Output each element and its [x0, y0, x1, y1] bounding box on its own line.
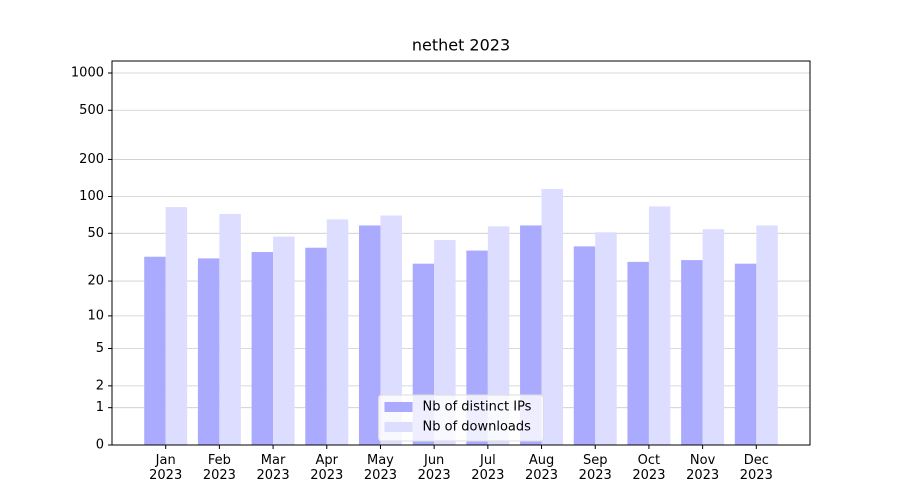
x-tick-label: Nov 2023 — [686, 453, 720, 483]
bar — [197, 258, 220, 445]
x-tick-label: Jul 2023 — [471, 453, 505, 483]
bar — [305, 247, 327, 445]
bar — [627, 261, 649, 445]
x-tick-label: Mar 2023 — [256, 453, 290, 483]
x-tick-label: Oct 2023 — [632, 453, 666, 483]
bar — [702, 229, 725, 445]
bar — [681, 260, 703, 445]
y-tick-label: 20 — [87, 274, 104, 289]
bar — [541, 189, 564, 445]
chart-title: nethet 2023 — [412, 36, 510, 55]
bar — [648, 206, 671, 445]
x-tick-label: Sep 2023 — [578, 453, 612, 483]
y-tick-label: 1 — [96, 400, 104, 415]
bar — [734, 263, 757, 445]
y-tick-label: 500 — [79, 103, 104, 118]
legend-swatch — [384, 402, 413, 412]
bar — [144, 256, 166, 445]
legend-label: Nb of distinct IPs — [423, 400, 532, 415]
x-tick-label: Aug 2023 — [524, 453, 559, 483]
bar — [380, 215, 402, 445]
bar — [358, 225, 381, 445]
x-tick-label: Dec 2023 — [739, 453, 773, 483]
y-tick-label: 1000 — [71, 66, 104, 81]
legend-swatch — [384, 422, 413, 432]
x-tick-label: May 2023 — [363, 453, 397, 483]
legend-label: Nb of downloads — [423, 420, 532, 435]
bar — [756, 225, 778, 445]
bar — [595, 232, 617, 445]
legend: Nb of distinct IPs Nb of downloads — [378, 394, 544, 442]
y-tick-label: 0 — [96, 438, 104, 453]
bar — [219, 213, 241, 445]
y-tick-label: 5 — [96, 341, 104, 356]
bar — [273, 236, 295, 445]
y-tick-label: 10 — [87, 308, 104, 323]
x-tick-label: Feb 2023 — [202, 453, 236, 483]
y-tick-label: 50 — [87, 226, 104, 241]
bar — [251, 252, 274, 445]
y-tick-label: 200 — [79, 152, 104, 167]
x-tick-label: Jun 2023 — [417, 453, 451, 483]
bar — [326, 219, 349, 445]
bar — [520, 225, 542, 445]
bar — [165, 207, 188, 445]
bar — [487, 226, 510, 445]
bar — [573, 246, 596, 445]
x-tick-label: Apr 2023 — [310, 453, 344, 483]
y-tick-label: 2 — [96, 378, 104, 393]
legend-box — [378, 394, 544, 442]
y-tick-label: 100 — [79, 189, 104, 204]
x-tick-label: Jan 2023 — [149, 453, 183, 483]
plot-frame — [111, 60, 811, 446]
bar — [434, 240, 456, 445]
